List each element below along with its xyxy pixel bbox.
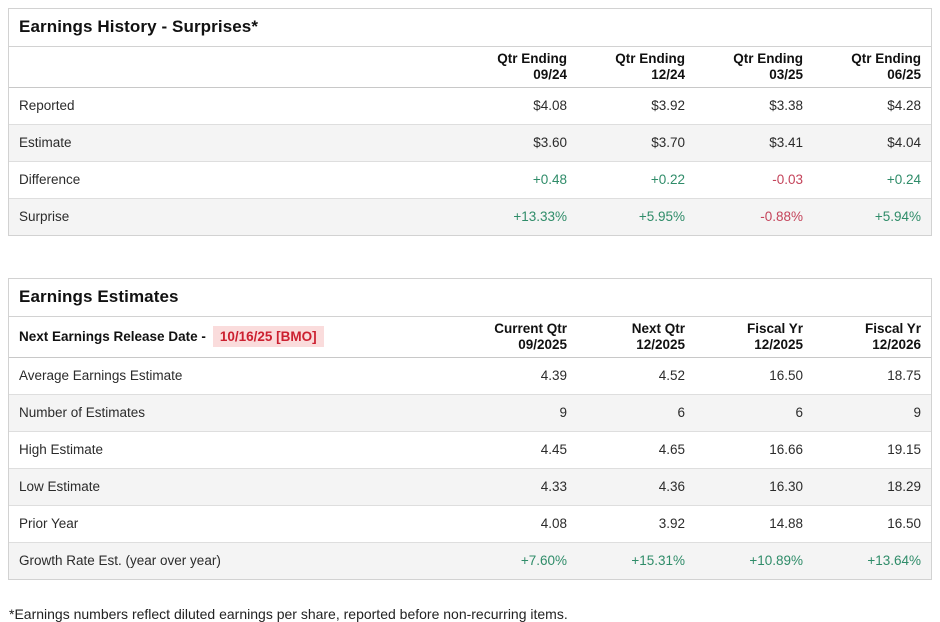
row-label: Estimate xyxy=(9,124,459,162)
earnings-history-title: Earnings History - Surprises* xyxy=(9,9,931,47)
column-header-qtr-0924: Qtr Ending 09/24 xyxy=(459,47,577,88)
cell-value: 16.66 xyxy=(695,431,813,469)
cell-value-positive: +0.48 xyxy=(459,161,577,199)
cell-value: 18.75 xyxy=(813,357,931,395)
row-label: Reported xyxy=(9,87,459,125)
cell-value: 18.29 xyxy=(813,468,931,506)
table-row-surprise: Surprise +13.33% +5.95% -0.88% +5.94% xyxy=(9,198,931,235)
table-row-number-of-estimates: Number of Estimates 9 6 6 9 xyxy=(9,394,931,432)
cell-value: 16.30 xyxy=(695,468,813,506)
cell-value: 4.39 xyxy=(459,357,577,395)
column-header-fiscal-yr-2025: Fiscal Yr 12/2025 xyxy=(695,317,813,358)
cell-value: 4.36 xyxy=(577,468,695,506)
column-header-next-qtr: Next Qtr 12/2025 xyxy=(577,317,695,358)
cell-value: 4.65 xyxy=(577,431,695,469)
table-row-estimate: Estimate $3.60 $3.70 $3.41 $4.04 xyxy=(9,124,931,162)
cell-value: $3.70 xyxy=(577,124,695,162)
table-row-low-estimate: Low Estimate 4.33 4.36 16.30 18.29 xyxy=(9,468,931,506)
cell-value-positive: +5.95% xyxy=(638,209,685,225)
cell-value: 4.45 xyxy=(459,431,577,469)
row-label: Average Earnings Estimate xyxy=(9,357,459,395)
row-label: Prior Year xyxy=(9,505,459,543)
row-label: Number of Estimates xyxy=(9,394,459,432)
cell-value: 4.33 xyxy=(459,468,577,506)
table-row-average-estimate: Average Earnings Estimate 4.39 4.52 16.5… xyxy=(9,357,931,395)
cell-value: 14.88 xyxy=(695,505,813,543)
cell-value-positive: +0.22 xyxy=(577,161,695,199)
next-earnings-release-cell: Next Earnings Release Date - 10/16/25 [BM… xyxy=(9,317,459,358)
table-row-growth-rate: Growth Rate Est. (year over year) +7.60%… xyxy=(9,542,931,579)
row-label: Surprise xyxy=(19,209,70,225)
cell-value-positive: +0.24 xyxy=(813,161,931,199)
cell-value-positive: +5.94% xyxy=(874,209,921,225)
column-header-qtr-0325: Qtr Ending 03/25 xyxy=(695,47,813,88)
table-row-prior-year: Prior Year 4.08 3.92 14.88 16.50 xyxy=(9,505,931,543)
earnings-footnote: *Earnings numbers reflect diluted earnin… xyxy=(9,606,568,622)
cell-value: 9 xyxy=(813,394,931,432)
cell-value-positive: +10.89% xyxy=(749,553,803,569)
cell-value: $3.92 xyxy=(577,87,695,125)
row-label: High Estimate xyxy=(9,431,459,469)
release-date-badge: 10/16/25 [BMO] xyxy=(212,326,324,348)
column-header-current-qtr: Current Qtr 09/2025 xyxy=(459,317,577,358)
cell-value-positive: +15.31% xyxy=(631,553,685,569)
cell-value-positive: +7.60% xyxy=(520,553,567,569)
earnings-history-card: Earnings History - Surprises* Qtr Ending… xyxy=(8,8,932,236)
cell-value: 16.50 xyxy=(813,505,931,543)
cell-value: $3.60 xyxy=(459,124,577,162)
cell-value-negative: -0.88% xyxy=(760,209,803,225)
row-label: Low Estimate xyxy=(9,468,459,506)
cell-value: 6 xyxy=(695,394,813,432)
earnings-estimates-header-row: Next Earnings Release Date - 10/16/25 [BM… xyxy=(9,317,931,358)
cell-value-negative: -0.03 xyxy=(695,161,813,199)
cell-value: $4.04 xyxy=(813,124,931,162)
column-header-fiscal-yr-2026: Fiscal Yr 12/2026 xyxy=(813,317,931,358)
earnings-estimates-title: Earnings Estimates xyxy=(9,279,931,317)
cell-value: 16.50 xyxy=(695,357,813,395)
cell-value: $3.38 xyxy=(695,87,813,125)
table-row-difference: Difference +0.48 +0.22 -0.03 +0.24 xyxy=(9,161,931,199)
cell-value: 4.52 xyxy=(577,357,695,395)
earnings-estimates-card: Earnings Estimates Next Earnings Release… xyxy=(8,278,932,580)
cell-value: 4.08 xyxy=(459,505,577,543)
empty-header-cell xyxy=(9,47,459,88)
cell-value: $4.08 xyxy=(459,87,577,125)
cell-value: 3.92 xyxy=(577,505,695,543)
table-row-reported: Reported $4.08 $3.92 $3.38 $4.28 xyxy=(9,87,931,125)
column-header-qtr-1224: Qtr Ending 12/24 xyxy=(577,47,695,88)
row-label: Growth Rate Est. (year over year) xyxy=(19,553,221,569)
cell-value: 6 xyxy=(577,394,695,432)
cell-value: $4.28 xyxy=(813,87,931,125)
earnings-history-header-row: Qtr Ending 09/24 Qtr Ending 12/24 Qtr En… xyxy=(9,47,931,88)
cell-value: $3.41 xyxy=(695,124,813,162)
cell-value-positive: +13.64% xyxy=(867,553,921,569)
row-label: Difference xyxy=(9,161,459,199)
cell-value: 19.15 xyxy=(813,431,931,469)
earnings-history-table: Qtr Ending 09/24 Qtr Ending 12/24 Qtr En… xyxy=(9,47,931,235)
release-date-label: Next Earnings Release Date - xyxy=(19,329,206,345)
cell-value: 9 xyxy=(459,394,577,432)
table-row-high-estimate: High Estimate 4.45 4.65 16.66 19.15 xyxy=(9,431,931,469)
cell-value-positive: +13.33% xyxy=(513,209,567,225)
earnings-estimates-table: Next Earnings Release Date - 10/16/25 [BM… xyxy=(9,317,931,579)
column-header-qtr-0625: Qtr Ending 06/25 xyxy=(813,47,931,88)
